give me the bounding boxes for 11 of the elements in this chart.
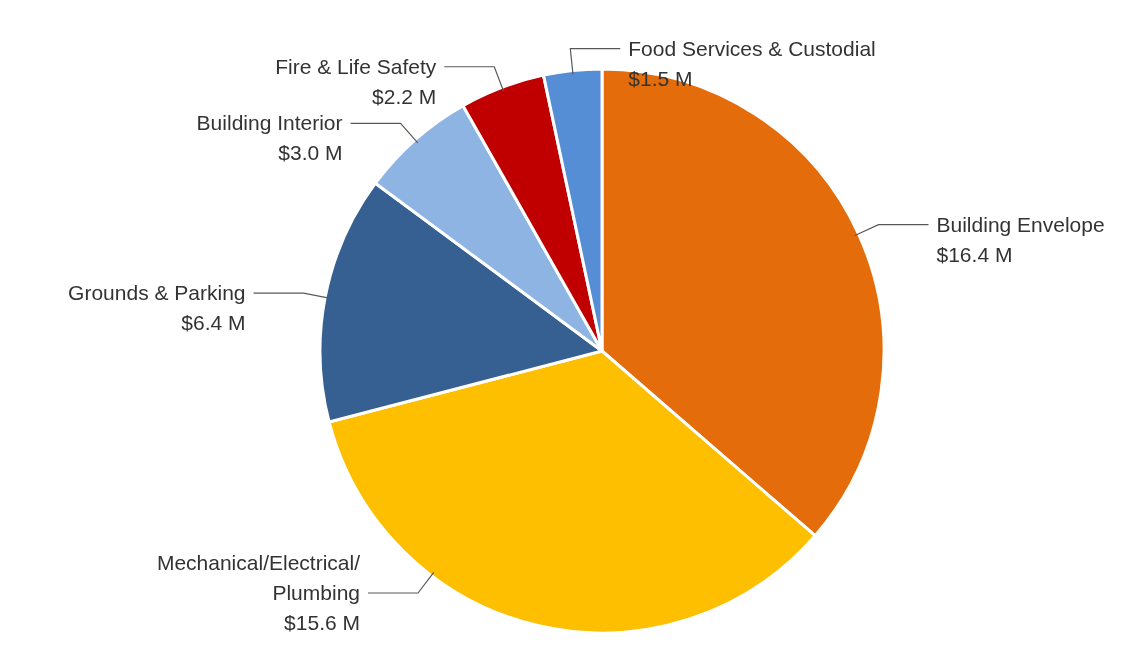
- slice-label: Mechanical/Electrical/Plumbing: [156, 551, 361, 604]
- slice-label: Building Interior: [196, 111, 343, 135]
- slice-label: Fire & Life Safety: [275, 54, 437, 78]
- data-label: $6.4 M: [181, 311, 246, 335]
- data-label: $15.6 M: [284, 611, 361, 634]
- slice-label: Food Services & Custodial: [628, 36, 876, 60]
- data-label: $16.4 M: [936, 242, 1013, 266]
- slice-label: Grounds & Parking: [68, 281, 246, 305]
- data-label: $2.2 M: [372, 84, 437, 108]
- data-label: $3.0 M: [278, 141, 343, 165]
- slice-label: Building Envelope: [936, 212, 1105, 236]
